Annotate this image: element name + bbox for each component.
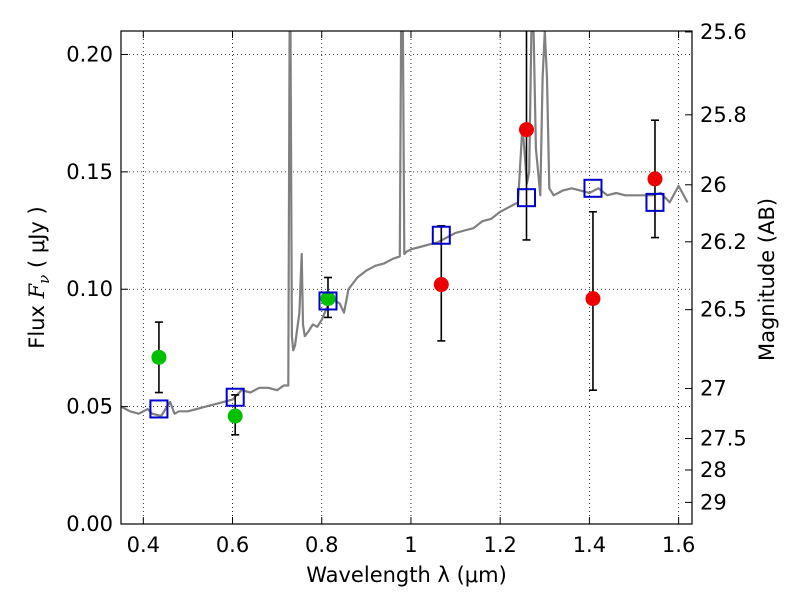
x-tick-label: 0.6 [216, 533, 249, 557]
y-tick-label: 0.20 [66, 42, 113, 66]
model-spectrum-line [121, 31, 689, 418]
model-square [583, 178, 603, 198]
y-axis-label: Flux Fν ( μJy ) [25, 206, 53, 348]
model-square [645, 192, 665, 212]
model-spectrum-layer [121, 31, 689, 418]
x-tick-label: 1.4 [573, 533, 606, 557]
data-point [585, 291, 601, 307]
y2-tick-label: 25.8 [700, 103, 747, 127]
series-green-points [151, 276, 336, 436]
y2-axis-label: Magnitude (AB) [755, 198, 779, 361]
y-tick-label: 0.10 [66, 277, 113, 301]
series-model-photometry [149, 178, 665, 419]
y-axis-label-units: ( μJy ) [25, 206, 49, 274]
model-square [431, 225, 451, 245]
y-axis-label-prefix: Flux [25, 298, 49, 348]
x-tick-label: 1 [404, 533, 417, 557]
y2-tick-label: 29 [700, 490, 727, 514]
x-tick-label: 1.6 [662, 533, 695, 557]
x-axis-label: Wavelength λ (μm) [306, 563, 507, 587]
y-tick-label: 0.15 [66, 160, 113, 184]
data-point [320, 291, 336, 307]
y-axis-label-symbol: F [25, 282, 49, 299]
y2-tick-label: 26.2 [700, 230, 747, 254]
y-axis-label-subscript: ν [35, 275, 53, 284]
x-tick-label: 0.4 [127, 533, 160, 557]
model-square [225, 387, 245, 407]
y2-tick-label: 26 [700, 173, 727, 197]
series-red-points [433, 31, 663, 391]
model-square [149, 399, 169, 419]
data-point [227, 408, 243, 424]
y2-tick-label: 28 [700, 458, 727, 482]
plot-area [121, 31, 692, 524]
plot-frame [120, 30, 693, 525]
y2-tick-label: 27 [700, 377, 727, 401]
data-point [647, 171, 663, 187]
y2-tick-label: 26.5 [700, 298, 747, 322]
y2-tick-label: 27.5 [700, 427, 747, 451]
y2-tick-label: 25.6 [700, 20, 747, 44]
axis-ticks: 0.4 0.6 0.8 1 1.2 1.4 1.6 0.00 0.05 0.10 0.15 0.20 2… [66, 20, 747, 557]
data-point [151, 349, 167, 365]
y-tick-label: 0.05 [66, 395, 113, 419]
x-tick-label: 1.2 [483, 533, 516, 557]
x-tick-label: 0.8 [305, 533, 338, 557]
model-square [516, 188, 536, 208]
model-square [318, 291, 338, 311]
data-point [518, 122, 534, 138]
data-point [433, 277, 449, 293]
y-tick-label: 0.00 [66, 512, 113, 536]
data-points-layer [149, 31, 665, 436]
